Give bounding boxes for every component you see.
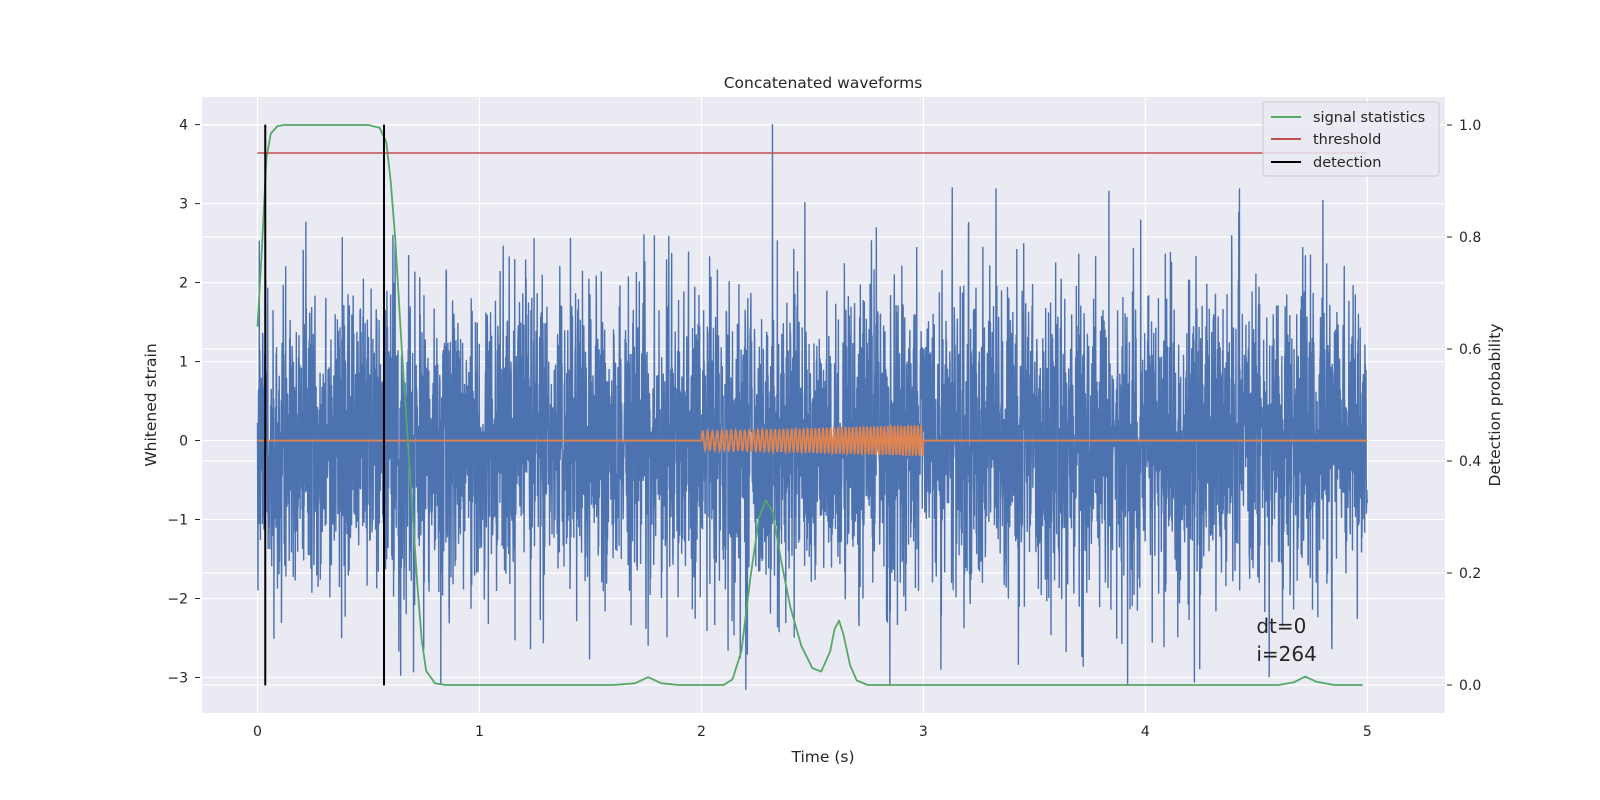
legend-label-threshold: threshold [1313, 132, 1381, 148]
y-left-tick-label: 1 [179, 355, 188, 371]
annotation-dt: dt=0 [1256, 614, 1306, 638]
y-right-tick-label: 0.4 [1459, 454, 1481, 470]
y-left-tick-label: 0 [179, 434, 188, 450]
y-axis-label-left: Whitened strain [142, 343, 160, 466]
y-right-tick-label: 0.6 [1459, 342, 1481, 358]
y-left-tick-label: 4 [179, 118, 188, 134]
y-right-tick-label: 0.0 [1459, 678, 1481, 694]
x-tick-label: 5 [1363, 724, 1372, 740]
y-left-tick-label: 2 [179, 276, 188, 292]
y-left-tick-label: −3 [167, 670, 188, 686]
series-whitened-strain [256, 123, 1369, 691]
series-signal-statistics [256, 124, 1363, 686]
y-axis-label-right: Detection probability [1486, 324, 1504, 487]
y-right-tick-label: 1.0 [1459, 118, 1481, 134]
legend-label-signal-statistics: signal statistics [1313, 110, 1425, 126]
x-axis-label: Time (s) [790, 748, 854, 766]
chart-title: Concatenated waveforms [724, 74, 923, 92]
series-layer [256, 123, 1369, 691]
annotation-index: i=264 [1256, 642, 1317, 666]
y-left-tick-label: −1 [167, 513, 188, 529]
legend: signal statistics threshold detection [1262, 101, 1440, 177]
x-tick-label: 4 [1141, 724, 1150, 740]
y-right-tick-label: 0.8 [1459, 230, 1481, 246]
legend-box [1262, 101, 1440, 177]
x-tick-label: 2 [697, 724, 706, 740]
y-left-tick-label: −2 [167, 591, 188, 607]
y-left-tick-label: 3 [179, 197, 188, 213]
ticks-layer: 0 1 2 3 4 5 −3 −2 −1 0 1 2 3 4 0.0 0.2 0.4 0.6 0.8 1.0 [167, 118, 1481, 740]
legend-label-detection: detection [1313, 155, 1381, 171]
x-tick-label: 1 [475, 724, 484, 740]
x-tick-label: 0 [253, 724, 262, 740]
series-injected-waveform [257, 423, 1368, 458]
x-tick-label: 3 [919, 724, 928, 740]
y-right-tick-label: 0.2 [1459, 566, 1481, 582]
